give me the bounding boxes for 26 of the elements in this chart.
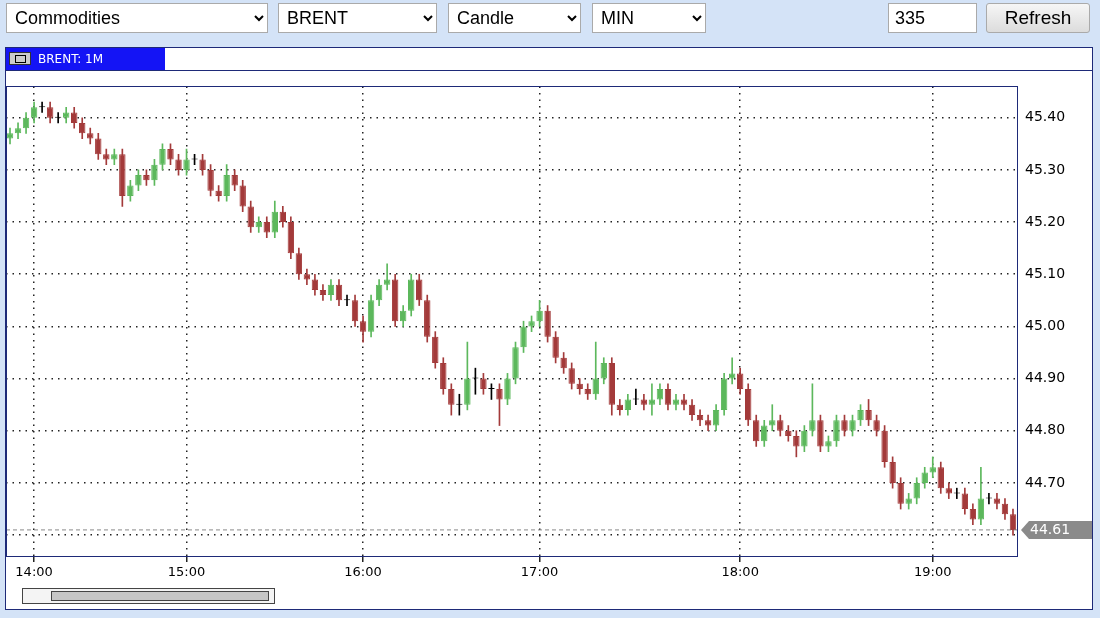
candlestick (383, 263, 391, 291)
text: BRENT (278, 3, 437, 33)
y-tick-label: 44.90 (1025, 369, 1066, 386)
text: Candle (448, 3, 581, 33)
text: MIN (592, 3, 706, 33)
text: 335 (888, 3, 977, 33)
chart-title: BRENT: 1M (38, 52, 103, 66)
candlestick (648, 383, 656, 416)
x-tick-label: 14:00 (15, 564, 53, 580)
ref-line-label: 44.61 (1030, 520, 1071, 537)
candlestick (769, 404, 776, 432)
x-tick-label: 17:00 (520, 564, 559, 580)
text: Commodities (6, 3, 268, 33)
y-tick-label: 45.40 (1025, 108, 1066, 125)
y-tick-label: 45.10 (1025, 264, 1066, 281)
x-tick-label: 19:00 (914, 564, 952, 580)
x-tick-label: 18:00 (721, 564, 759, 580)
y-tick-label: 45.20 (1025, 212, 1066, 229)
y-tick-label: 45.00 (1025, 317, 1066, 334)
text: Refresh (986, 3, 1090, 33)
x-tick-label: 16:00 (344, 564, 382, 580)
y-tick-label: 44.70 (1025, 473, 1066, 490)
y-tick-label: 45.30 (1025, 160, 1066, 177)
y-tick-label: 44.80 (1025, 421, 1066, 438)
x-tick-label: 15:00 (167, 564, 206, 580)
candlestick (728, 357, 736, 385)
